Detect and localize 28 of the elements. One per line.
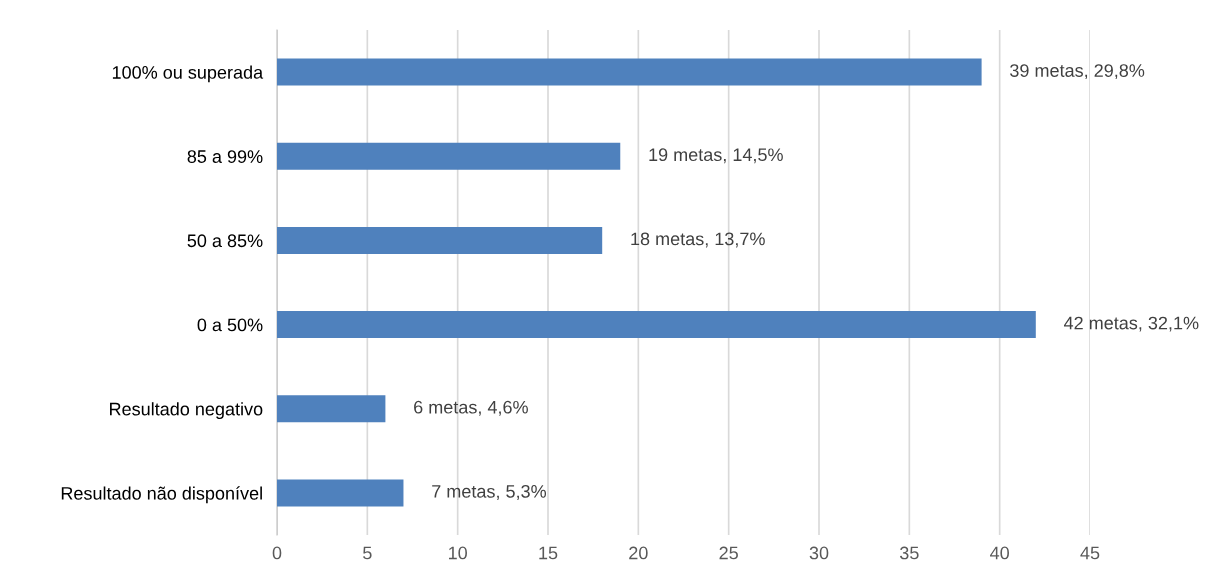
y-tick-label: 0 a 50% [197, 318, 263, 332]
y-tick-label: 85 a 99% [187, 150, 263, 163]
bar [277, 58, 982, 86]
x-tick-label: 5 [363, 546, 372, 560]
x-tick-label: 10 [449, 546, 467, 560]
data-label: 7 metas, 5,3% [432, 484, 547, 500]
x-tick-label: 0 [272, 546, 282, 560]
data-label: 19 metas, 14,5% [649, 148, 783, 164]
y-tick-label: 50 a 85% [187, 234, 263, 248]
bar [277, 479, 404, 507]
data-label: 39 metas, 29,8% [1010, 64, 1145, 80]
data-label: 42 metas, 32,1% [1063, 316, 1199, 332]
x-tick-label: 25 [719, 546, 738, 560]
x-tick-label: 20 [629, 546, 648, 560]
x-tick-label: 15 [539, 546, 558, 560]
y-tick-label: 100% ou superada [112, 65, 264, 83]
bar [277, 226, 603, 254]
x-tick-label: 35 [899, 546, 919, 560]
data-label: 6 metas, 4,6% [414, 400, 528, 416]
bar [277, 142, 621, 170]
y-tick-label: Resultado negativo [110, 402, 263, 420]
x-tick-label: 45 [1080, 546, 1100, 560]
bar [277, 395, 386, 423]
x-tick-label: 40 [990, 546, 1009, 560]
data-label: 18 metas, 13,7% [631, 232, 765, 248]
y-tick-label: Resultado não disponível [61, 486, 262, 504]
bar [277, 311, 1036, 339]
x-tick-label: 30 [809, 546, 829, 560]
